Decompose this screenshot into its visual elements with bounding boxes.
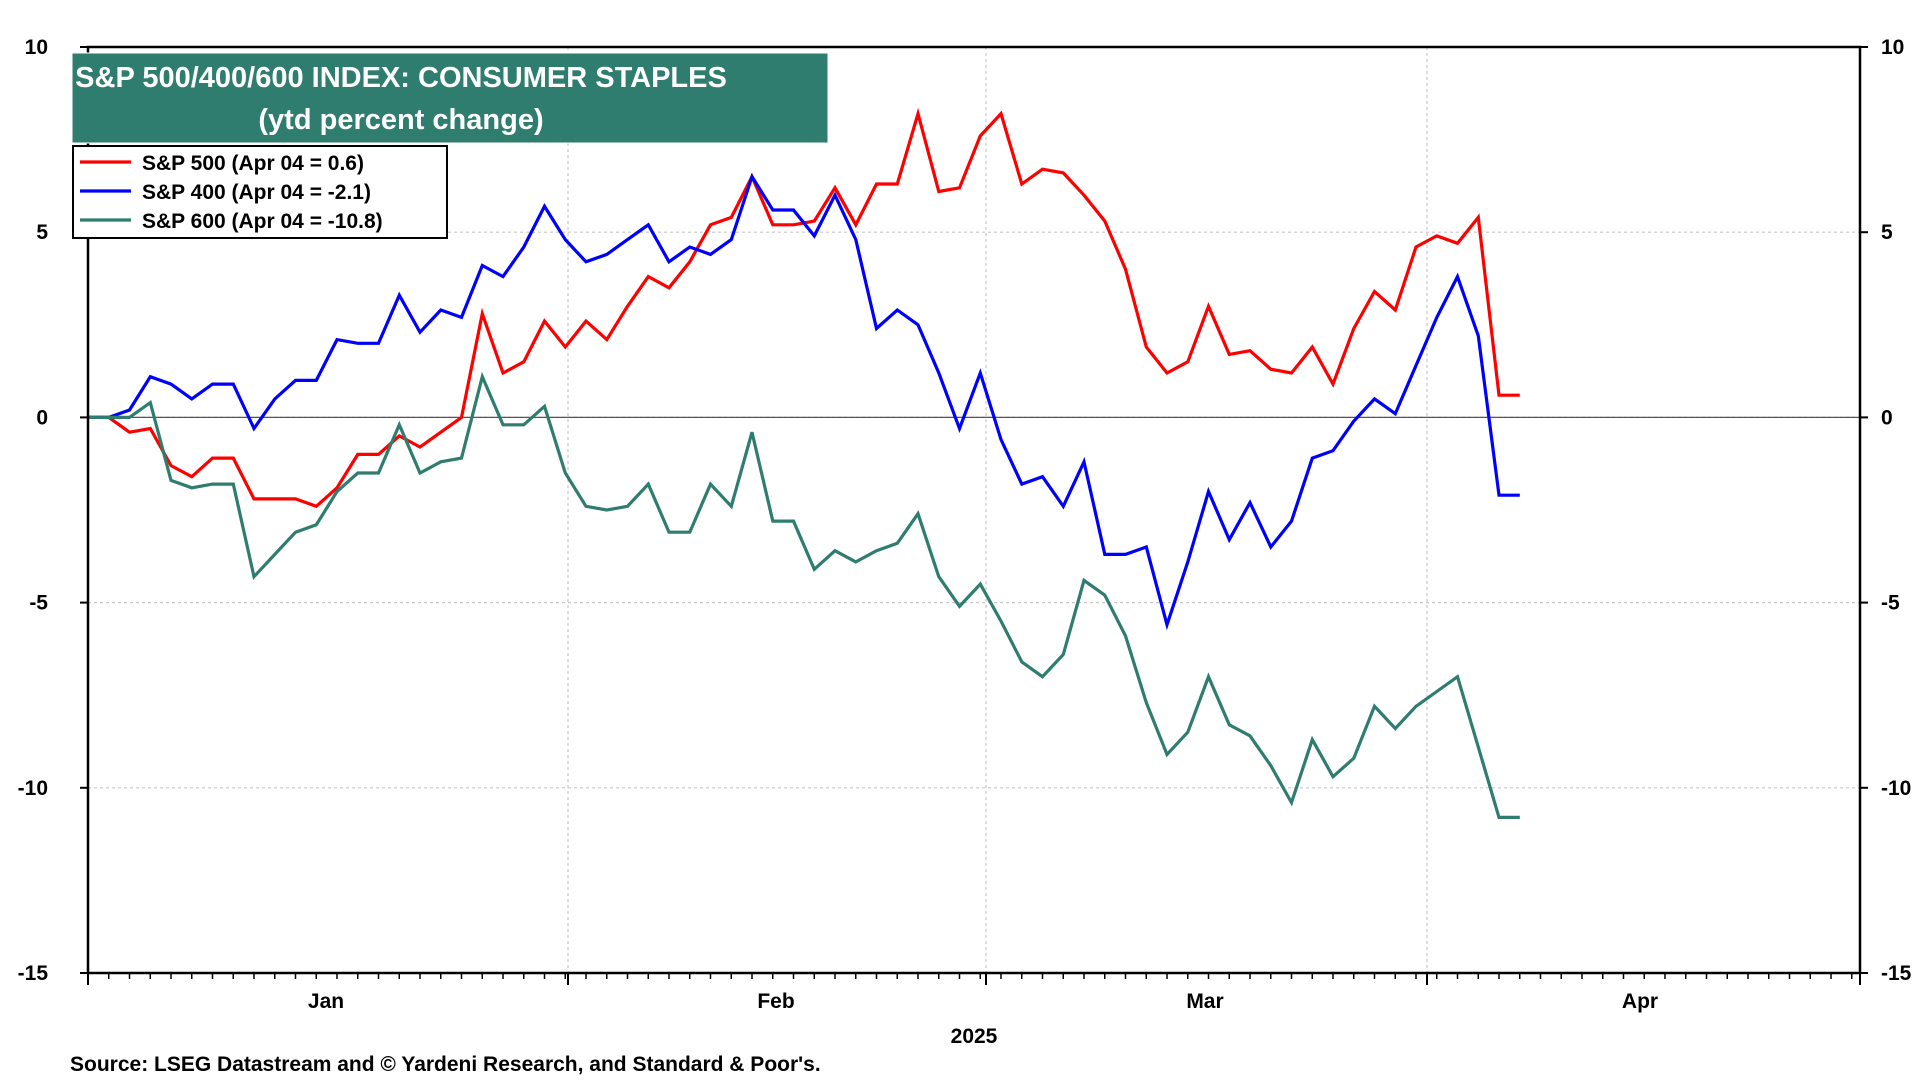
x-month-label: Mar (1186, 990, 1223, 1013)
x-month-label: Feb (757, 990, 794, 1013)
legend-label: S&P 400 (Apr 04 = -2.1) (142, 181, 371, 204)
y-tick-label-right: -5 (1881, 592, 1900, 615)
series-line-s-p-400 (88, 172, 1520, 631)
plot-frame (86, 45, 1862, 975)
title-box: S&P 500/400/600 INDEX: CONSUMER STAPLES … (71, 52, 829, 144)
y-tick-label-left: 10 (25, 36, 48, 59)
y-tick-label-right: 10 (1881, 36, 1904, 59)
y-tick-label-left: -15 (18, 962, 49, 985)
y-tick-label-right: -10 (1881, 777, 1911, 800)
y-tick-label-right: 5 (1881, 221, 1893, 244)
chart-subtitle: (ytd percent change) (258, 104, 543, 136)
chart-title: S&P 500/400/600 INDEX: CONSUMER STAPLES (75, 62, 727, 94)
legend-label: S&P 600 (Apr 04 = -10.8) (142, 210, 383, 233)
y-tick-label-left: 5 (36, 221, 48, 244)
x-axis-year-label: 2025 (951, 1025, 998, 1048)
y-axis: 10 10 5 5 0 0 -5 -5 -10 -10 -15 -15 (18, 36, 1912, 985)
legend: S&P 500 (Apr 04 = 0.6) S&P 400 (Apr 04 = … (72, 145, 448, 239)
y-tick-label-left: 0 (36, 406, 48, 429)
x-month-label: Jan (308, 990, 344, 1013)
y-tick-label-right: 0 (1881, 406, 1893, 429)
series-line-s-p-600 (88, 371, 1520, 820)
legend-box (72, 145, 448, 239)
y-tick-label-right: -15 (1881, 962, 1912, 985)
y-tick-label-left: -10 (18, 777, 48, 800)
series-lines (88, 107, 1520, 820)
x-month-label: Apr (1622, 990, 1658, 1013)
y-tick-label-left: -5 (29, 592, 48, 615)
source-note: Source: LSEG Datastream and © Yardeni Re… (70, 1053, 821, 1076)
x-axis: Jan Feb Mar Apr (87, 973, 1861, 1013)
legend-label: S&P 500 (Apr 04 = 0.6) (142, 152, 364, 175)
